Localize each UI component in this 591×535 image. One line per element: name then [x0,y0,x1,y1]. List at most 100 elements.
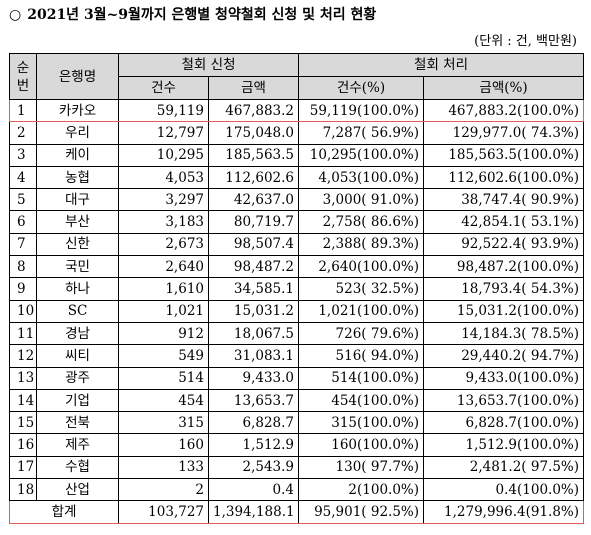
header-request-group: 철회 신청 [117,53,300,77]
total-req-amount: 1,394,188.1 [207,500,300,524]
header-proc-count: 건수(%) [298,76,425,100]
cell-req-amount: 18,067.5 [207,321,300,346]
cell-req-amount: 0.4 [207,478,300,502]
cell-proc-amount: 92,522.4( 93.9%) [423,232,585,257]
cell-proc-amount: 13,653.7(100.0%) [423,388,585,413]
table-row: 8 국민 2,640 98,487.2 2,640(100.0%) 98,487.2(10… [9,255,585,279]
cell-req-amount: 112,602.6 [207,165,300,190]
document-title: ○ 2021년 3월~9월까지 은행별 청약철회 신청 및 처리 현황 [9,4,376,24]
cell-req-count: 912 [118,321,209,346]
cell-req-count: 3,297 [118,188,209,212]
cell-req-amount: 185,563.5 [207,143,300,167]
cell-req-amount: 13,653.7 [207,388,300,413]
cell-bank: 부산 [36,210,119,234]
cell-proc-amount: 467,883.2(100.0%) [423,98,585,123]
cell-bank: 케이 [36,143,119,167]
cell-proc-count: 726( 79.6%) [298,321,425,346]
cell-req-amount: 467,883.2 [207,98,300,123]
header-req-amount: 금액 [207,76,300,100]
header-bank: 은행명 [36,53,119,100]
cell-proc-count: 315(100.0%) [298,411,425,435]
cell-proc-count: 10,295(100.0%) [298,143,425,167]
cell-req-amount: 34,585.1 [207,277,300,301]
total-label: 합계 [9,500,119,524]
cell-no: 10 [9,299,37,323]
cell-proc-amount: 9,433.0(100.0%) [423,366,585,390]
cell-bank: 농협 [36,165,119,190]
cell-bank: 하나 [36,277,119,301]
table-row: 13 광주 514 9,433.0 514(100.0%) 9,433.0(100.0%) [9,366,585,390]
cell-req-count: 12,797 [118,121,209,145]
table-row: 12 씨티 549 31,083.1 516( 94.0%) 29,440.2( 94.7… [9,344,585,368]
cell-proc-amount: 18,793.4( 54.3%) [423,277,585,301]
header-no-line1: 순 [16,59,30,76]
cell-proc-amount: 185,563.5(100.0%) [423,143,585,167]
cell-proc-count: 7,287( 56.9%) [298,121,425,145]
cell-no: 14 [9,388,37,413]
table-header: 순 번 은행명 철회 신청 철회 처리 건수 금액 건수(%) 금액(%) [9,53,585,100]
cell-bank: 전북 [36,411,119,435]
table-row: 14 기업 454 13,653.7 454(100.0%) 13,653.7(100.0… [9,388,585,413]
cell-no: 5 [9,188,37,212]
cell-req-amount: 9,433.0 [207,366,300,390]
cell-proc-count: 2,640(100.0%) [298,255,425,279]
table-row: 4 농협 4,053 112,602.6 4,053(100.0%) 112,602.6(… [9,165,585,190]
cell-req-amount: 175,048.0 [207,121,300,145]
table-row: 16 제주 160 1,512.9 160(100.0%) 1,512.9(100.0%) [9,433,585,457]
cell-bank: 씨티 [36,344,119,368]
cell-no: 2 [9,121,37,145]
table-row: 5 대구 3,297 42,637.0 3,000( 91.0%) 38,747.4( 9… [9,188,585,212]
cell-req-amount: 80,719.7 [207,210,300,234]
cell-req-amount: 15,031.2 [207,299,300,323]
cell-bank: 신한 [36,232,119,257]
cell-proc-amount: 1,512.9(100.0%) [423,433,585,457]
cell-bank: 대구 [36,188,119,212]
cell-bank: 수협 [36,455,119,480]
cell-bank: 국민 [36,255,119,279]
cell-proc-count: 2,758( 86.6%) [298,210,425,234]
cell-proc-count: 514(100.0%) [298,366,425,390]
cell-proc-amount: 38,747.4( 90.9%) [423,188,585,212]
title-text: 2021년 3월~9월까지 은행별 청약철회 신청 및 처리 현황 [27,7,377,23]
cell-req-amount: 2,543.9 [207,455,300,480]
cell-req-count: 59,119 [118,98,209,123]
table-row: 2 우리 12,797 175,048.0 7,287( 56.9%) 129,977.0… [9,121,585,145]
cell-no: 13 [9,366,37,390]
cell-req-amount: 6,828.7 [207,411,300,435]
cell-req-count: 4,053 [118,165,209,190]
cell-bank: 우리 [36,121,119,145]
cell-req-count: 2 [118,478,209,502]
table-row: 3 케이 10,295 185,563.5 10,295(100.0%) 185,563.… [9,143,585,167]
total-row: 합계 103,727 1,394,188.1 95,901( 92.5%) 1,279,… [9,500,585,524]
cell-no: 7 [9,232,37,257]
cell-no: 12 [9,344,37,368]
header-process-group: 철회 처리 [298,53,585,77]
header-proc-amount: 금액(%) [423,76,585,100]
bullet-circle-icon: ○ [9,7,22,23]
cell-proc-count: 160(100.0%) [298,433,425,457]
cell-bank: 산업 [36,478,119,502]
cell-req-count: 133 [118,455,209,480]
header-no-line2: 번 [16,77,30,94]
cell-req-count: 454 [118,388,209,413]
cell-proc-amount: 14,184.3( 78.5%) [423,321,585,346]
cell-req-count: 10,295 [118,143,209,167]
cell-req-count: 1,610 [118,277,209,301]
cell-bank: SC [36,299,119,323]
cell-proc-count: 4,053(100.0%) [298,165,425,190]
table-row: 1 카카오 59,119 467,883.2 59,119(100.0%) 467,883… [9,98,585,123]
cell-no: 16 [9,433,37,457]
cell-proc-amount: 112,602.6(100.0%) [423,165,585,190]
table-row: 15 전북 315 6,828.7 315(100.0%) 6,828.7(100.0%) [9,411,585,435]
cell-proc-amount: 2,481.2( 97.5%) [423,455,585,480]
cell-proc-amount: 6,828.7(100.0%) [423,411,585,435]
cell-proc-count: 2(100.0%) [298,478,425,502]
cell-req-amount: 1,512.9 [207,433,300,457]
cell-proc-count: 130( 97.7%) [298,455,425,480]
cell-req-count: 315 [118,411,209,435]
cell-bank: 기업 [36,388,119,413]
cell-req-count: 3,183 [118,210,209,234]
total-proc-amount: 1,279,996.4(91.8%) [423,500,585,524]
cell-proc-amount: 98,487.2(100.0%) [423,255,585,279]
cell-no: 3 [9,143,37,167]
